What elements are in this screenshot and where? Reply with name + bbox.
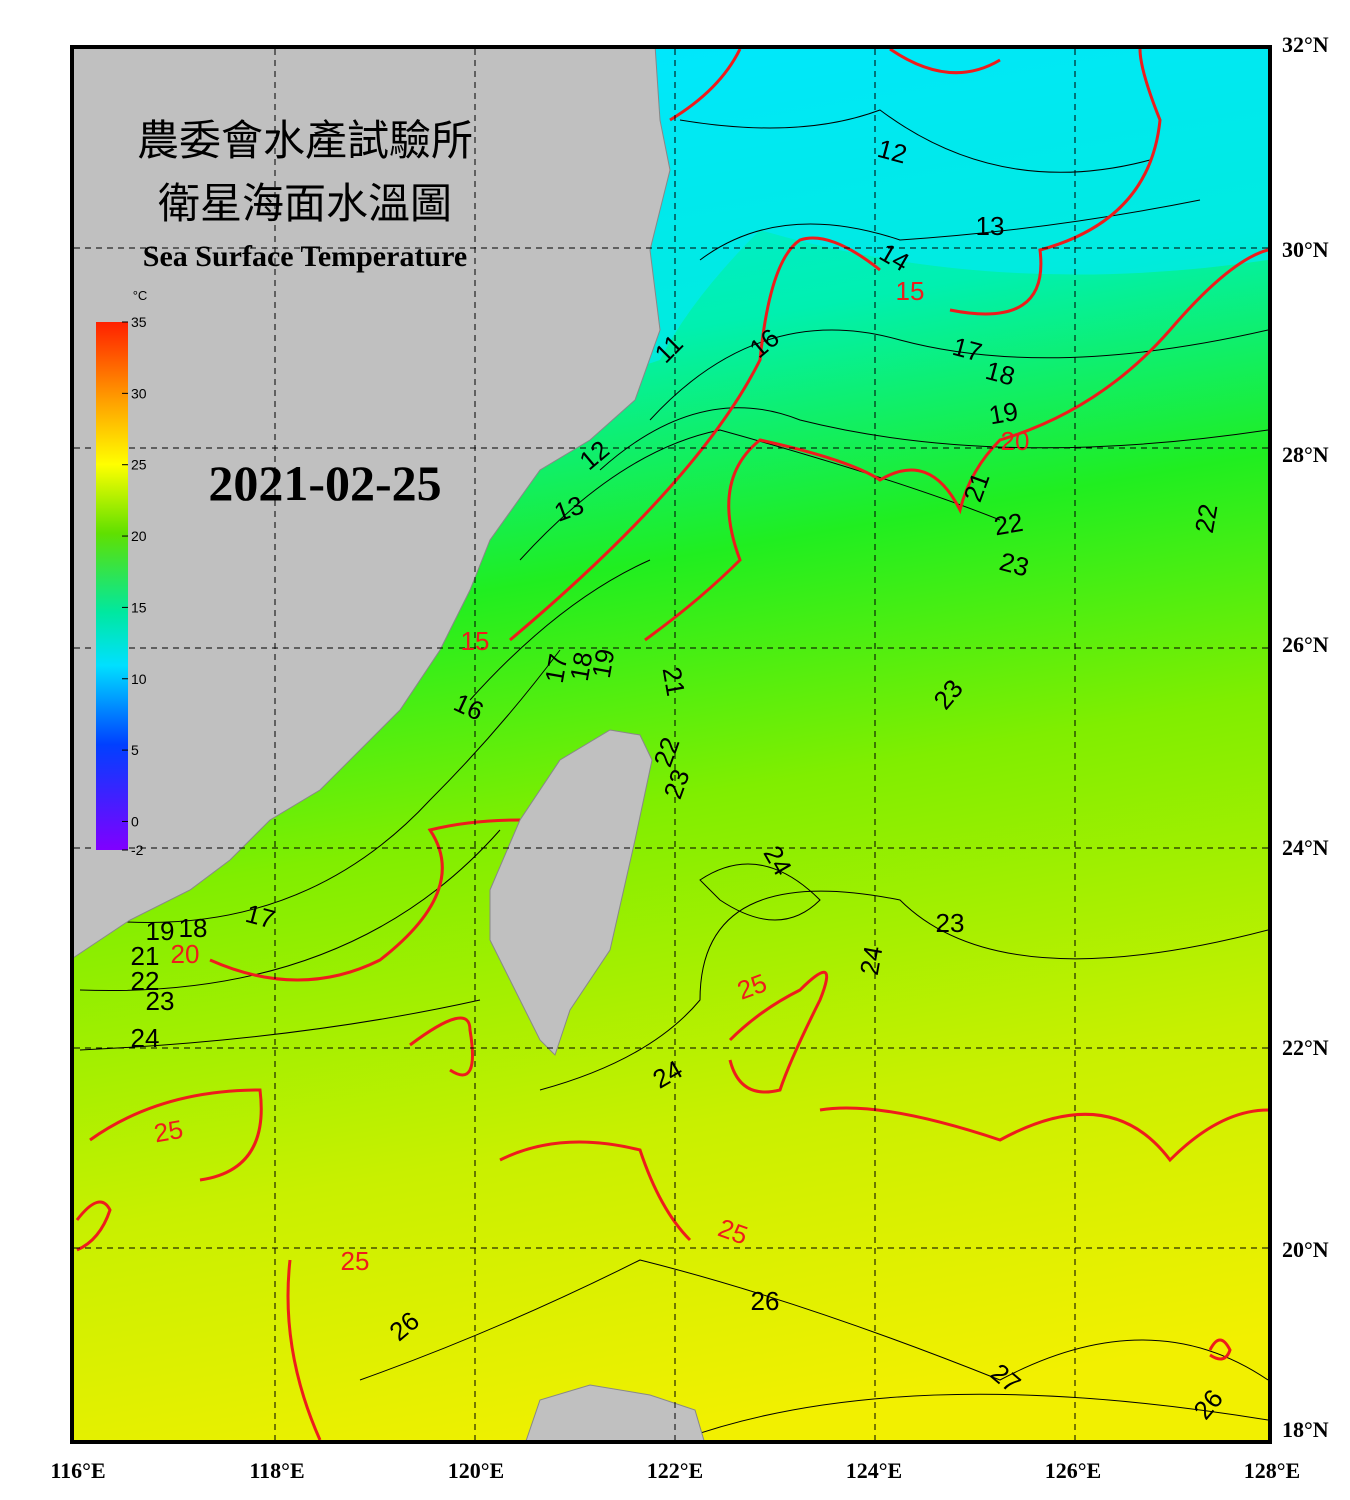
lon-label: 126°E bbox=[1045, 1458, 1101, 1483]
colorbar-tick-label: 15 bbox=[131, 599, 147, 615]
lon-label: 118°E bbox=[249, 1458, 304, 1483]
isotherm-label: 20 bbox=[1001, 426, 1030, 456]
lat-label: 20°N bbox=[1282, 1237, 1329, 1262]
isotherm-label: 13 bbox=[976, 211, 1005, 241]
luzon-land bbox=[525, 1384, 705, 1440]
colorbar-tick-label: 20 bbox=[131, 528, 147, 544]
colorbar-tick-label: 10 bbox=[131, 671, 147, 687]
lat-label: 32°N bbox=[1282, 32, 1329, 57]
isotherm-label: 18 bbox=[179, 913, 208, 943]
colorbar bbox=[96, 322, 128, 850]
isotherm-label: 20 bbox=[171, 939, 200, 969]
title-en: Sea Surface Temperature bbox=[143, 240, 467, 273]
lat-label: 22°N bbox=[1282, 1035, 1329, 1060]
title-zh-1: 農委會水產試驗所 bbox=[137, 118, 473, 165]
lat-label: 24°N bbox=[1282, 835, 1329, 860]
lat-label: 30°N bbox=[1282, 237, 1329, 262]
colorbar-tick-label: 35 bbox=[131, 314, 147, 330]
colorbar-tick-label: -2 bbox=[131, 842, 144, 858]
lon-label: 120°E bbox=[448, 1458, 504, 1483]
lon-label: 128°E bbox=[1244, 1458, 1300, 1483]
taiwan-land bbox=[489, 729, 653, 1056]
lat-label: 26°N bbox=[1282, 632, 1329, 657]
isotherm-label: 26 bbox=[751, 1286, 780, 1316]
isotherm-label: 22 bbox=[131, 966, 160, 996]
colorbar-tick-label: 25 bbox=[131, 457, 147, 473]
title-zh-2: 衛星海面水溫圖 bbox=[158, 182, 452, 228]
lon-label: 124°E bbox=[846, 1458, 902, 1483]
isotherm-label: 24 bbox=[854, 944, 889, 978]
lon-label: 116°E bbox=[50, 1458, 105, 1483]
graticule bbox=[74, 49, 1268, 1440]
isotherm-label: 22 bbox=[1189, 502, 1224, 536]
lat-label: 18°N bbox=[1282, 1417, 1329, 1442]
lon-label: 122°E bbox=[647, 1458, 703, 1483]
isotherm-label: 21 bbox=[657, 665, 692, 699]
isotherm-label: 23 bbox=[936, 908, 965, 938]
china-land bbox=[74, 49, 671, 958]
colorbar-tick-label: 0 bbox=[131, 813, 139, 829]
isotherm-label: 15 bbox=[896, 276, 925, 306]
isotherm-label: 25 bbox=[341, 1246, 370, 1276]
colorbar-unit: °C bbox=[133, 288, 148, 303]
isotherm-label: 25 bbox=[152, 1114, 186, 1149]
isotherms-main bbox=[75, 49, 1268, 1440]
colorbar-tick-label: 30 bbox=[131, 385, 147, 401]
isotherm-label: 19 bbox=[146, 916, 175, 946]
isotherm-label: 23 bbox=[146, 986, 175, 1016]
isotherm-label: 21 bbox=[131, 941, 160, 971]
isotherm-label: 22 bbox=[992, 507, 1026, 542]
isotherm-label: 24 bbox=[131, 1023, 160, 1053]
isotherm-label: 18 bbox=[564, 650, 599, 684]
date: 2021-02-25 bbox=[208, 455, 441, 511]
isotherm-label: 19 bbox=[987, 396, 1021, 431]
lat-label: 28°N bbox=[1282, 442, 1329, 467]
isotherms bbox=[79, 109, 1268, 1440]
isotherm-label: 19 bbox=[586, 647, 621, 681]
isotherm-label: 15 bbox=[461, 626, 490, 656]
cold-water bbox=[600, 49, 1268, 380]
colorbar-tick-label: 5 bbox=[131, 742, 139, 758]
isotherm-label: 17 bbox=[539, 652, 574, 686]
